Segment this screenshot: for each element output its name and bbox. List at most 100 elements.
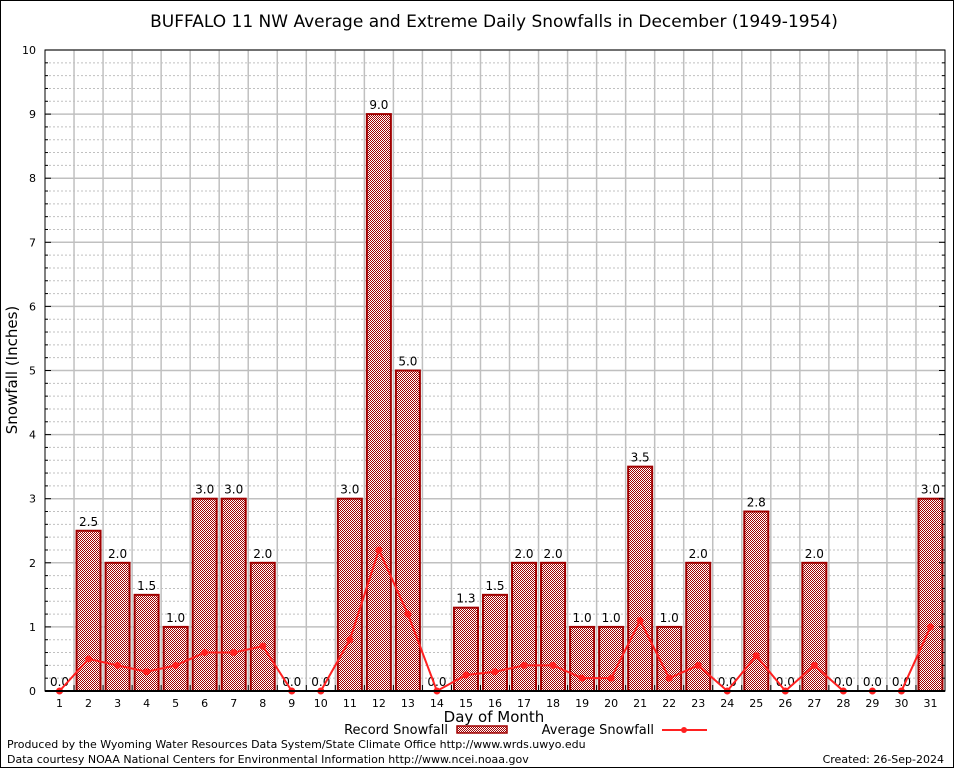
average-point <box>230 649 238 657</box>
bar-label: 1.0 <box>166 611 185 625</box>
bar-day-25 <box>743 510 770 692</box>
x-tick-label: 8 <box>259 697 266 710</box>
x-tick-label: 17 <box>517 697 531 710</box>
x-tick-label: 19 <box>575 697 589 710</box>
bar-day-11 <box>336 497 363 693</box>
y-tick-label: 6 <box>29 300 36 313</box>
bar-day-27 <box>801 561 828 692</box>
legend-record-label: Record Snowfall <box>344 723 448 738</box>
average-point <box>462 671 470 679</box>
x-tick-label: 29 <box>865 697 879 710</box>
average-point <box>810 661 818 669</box>
bar-day-2 <box>75 529 102 692</box>
x-tick-label: 21 <box>633 697 647 710</box>
x-tick-label: 22 <box>662 697 676 710</box>
x-tick-label: 9 <box>288 697 295 710</box>
y-tick-label: 9 <box>29 108 36 121</box>
average-point <box>636 616 644 624</box>
bar-label: 2.8 <box>747 496 766 510</box>
bar-label: 0.0 <box>863 675 882 689</box>
x-tick-label: 23 <box>691 697 705 710</box>
bar-label: 0.0 <box>50 675 69 689</box>
bar-label: 3.0 <box>921 483 940 497</box>
average-point <box>172 661 180 669</box>
x-tick-label: 2 <box>85 697 92 710</box>
bar-label: 1.5 <box>137 579 156 593</box>
x-tick-label: 31 <box>923 697 937 710</box>
x-tick-label: 24 <box>720 697 734 710</box>
x-tick-label: 6 <box>201 697 208 710</box>
x-tick-label: 26 <box>778 697 792 710</box>
bar-label: 3.0 <box>224 483 243 497</box>
average-point <box>85 655 93 663</box>
legend-average-label: Average Snowfall <box>542 723 654 738</box>
bar-label: 1.0 <box>573 611 592 625</box>
x-tick-label: 28 <box>836 697 850 710</box>
footer-created: Created: 26-Sep-2024 <box>823 753 944 766</box>
x-tick-label: 16 <box>488 697 502 710</box>
x-tick-label: 13 <box>401 697 415 710</box>
bars: 0.0 2.5 2.0 1.5 1.0 3.0 3.0 2.0 0.0 0.0 3.0 9.0 5.0 0… <box>50 98 944 693</box>
bar-label: 1.3 <box>456 592 475 606</box>
x-tick-label: 7 <box>230 697 237 710</box>
y-tick-label: 4 <box>29 429 36 442</box>
y-tick-label: 1 <box>29 621 36 634</box>
bar-day-13 <box>394 369 421 692</box>
bar-day-6 <box>191 497 218 693</box>
bar-label: 0.0 <box>311 675 330 689</box>
average-point <box>549 661 557 669</box>
x-tick-label: 5 <box>172 697 179 710</box>
average-point <box>607 674 615 682</box>
average-line <box>56 546 934 695</box>
bar-label: 9.0 <box>369 98 388 112</box>
average-point <box>752 652 760 660</box>
bar-day-12 <box>365 113 392 693</box>
bar-label: 2.0 <box>514 547 533 561</box>
y-tick-label: 10 <box>22 44 36 57</box>
bar-label: 2.0 <box>805 547 824 561</box>
x-tick-label: 11 <box>343 697 357 710</box>
bar-label: 2.5 <box>79 515 98 529</box>
x-tick-label: 25 <box>749 697 763 710</box>
bar-day-4 <box>133 593 160 692</box>
y-tick-label: 8 <box>29 172 36 185</box>
bar-label: 0.0 <box>834 675 853 689</box>
legend-record-swatch <box>456 725 508 734</box>
bar-day-31 <box>917 497 944 693</box>
bar-day-16 <box>482 593 508 692</box>
average-point <box>259 642 267 650</box>
average-point <box>346 636 354 644</box>
x-tick-label: 12 <box>372 697 386 710</box>
bar-label: 5.0 <box>398 355 417 369</box>
bar-label: 3.0 <box>195 483 214 497</box>
average-point <box>491 668 499 676</box>
x-tick-label: 14 <box>430 697 444 710</box>
chart-title: BUFFALO 11 NW Average and Extreme Daily … <box>150 12 838 32</box>
x-tick-label: 1 <box>56 697 63 710</box>
legend-average-marker <box>681 727 687 733</box>
bar-label: 2.0 <box>108 547 127 561</box>
bar-label: 1.5 <box>485 579 504 593</box>
bar-label: 0.0 <box>282 675 301 689</box>
x-tick-label: 10 <box>314 697 328 710</box>
bar-day-18 <box>540 561 567 692</box>
bar-label: 1.0 <box>660 611 679 625</box>
x-tick-label: 3 <box>114 697 121 710</box>
y-tick-label: 3 <box>29 493 36 506</box>
average-point <box>404 610 412 618</box>
legend: Record Snowfall Average Snowfall <box>344 723 707 738</box>
bar-day-7 <box>220 497 247 693</box>
y-tick-label: 7 <box>29 236 36 249</box>
average-point <box>926 623 934 631</box>
average-point <box>201 649 209 657</box>
y-tick-label: 2 <box>29 557 36 570</box>
bar-day-5 <box>162 625 189 693</box>
bar-day-21 <box>627 465 654 692</box>
x-tick-label: 30 <box>894 697 908 710</box>
footer-produced-by: Produced by the Wyoming Water Resources … <box>7 738 586 751</box>
bar-label: 2.0 <box>689 547 708 561</box>
y-tick-label: 5 <box>29 365 36 378</box>
bar-day-8 <box>249 561 276 692</box>
